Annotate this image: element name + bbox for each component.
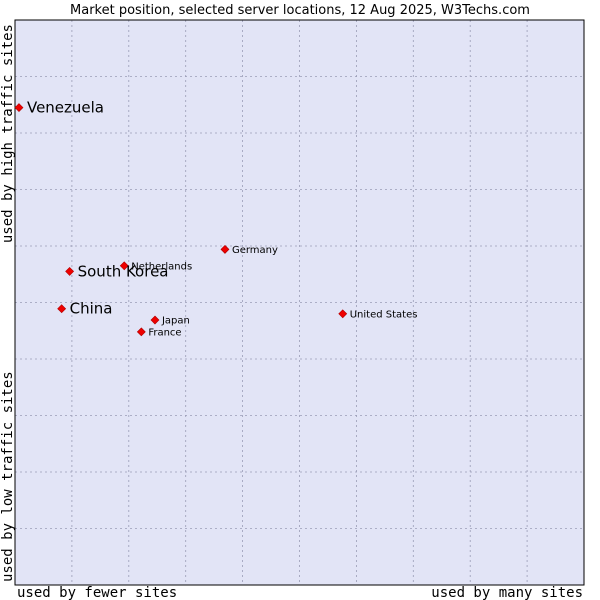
marker-japan <box>150 315 160 325</box>
label-germany: Germany <box>232 245 278 256</box>
data-point-germany: Germany <box>220 244 278 256</box>
label-japan: Japan <box>161 316 190 327</box>
label-venezuela: Venezuela <box>27 99 104 117</box>
chart-title: Market position, selected server locatio… <box>70 3 530 18</box>
x-axis-label-left: used by fewer sites <box>17 585 177 600</box>
data-point-south-korea: South Korea <box>65 262 169 280</box>
label-netherlands: Netherlands <box>131 261 192 272</box>
data-point-china: China <box>57 300 113 318</box>
y-axis-label-bottom: used by low traffic sites <box>0 371 16 582</box>
marker-germany <box>220 244 230 254</box>
plot-border <box>14 19 585 586</box>
data-point-united-states: United States <box>338 309 418 320</box>
label-united-states: United States <box>350 309 418 320</box>
data-point-japan: Japan <box>150 315 190 327</box>
marker-china <box>57 304 67 314</box>
data-point-netherlands: Netherlands <box>119 261 192 272</box>
x-axis-label-right: used by many sites <box>431 585 583 600</box>
marker-united-states <box>338 309 348 319</box>
label-china: China <box>70 300 113 318</box>
data-point-france: France <box>136 327 182 338</box>
marker-venezuela <box>14 103 24 112</box>
marker-france <box>136 327 146 337</box>
label-south-korea: South Korea <box>78 262 169 280</box>
marker-south-korea <box>65 267 75 276</box>
data-point-venezuela: Venezuela <box>14 99 104 117</box>
y-axis-label-top: used by high traffic sites <box>0 24 16 243</box>
label-france: France <box>148 327 181 338</box>
marker-netherlands <box>119 261 129 271</box>
gridlines <box>15 20 584 585</box>
